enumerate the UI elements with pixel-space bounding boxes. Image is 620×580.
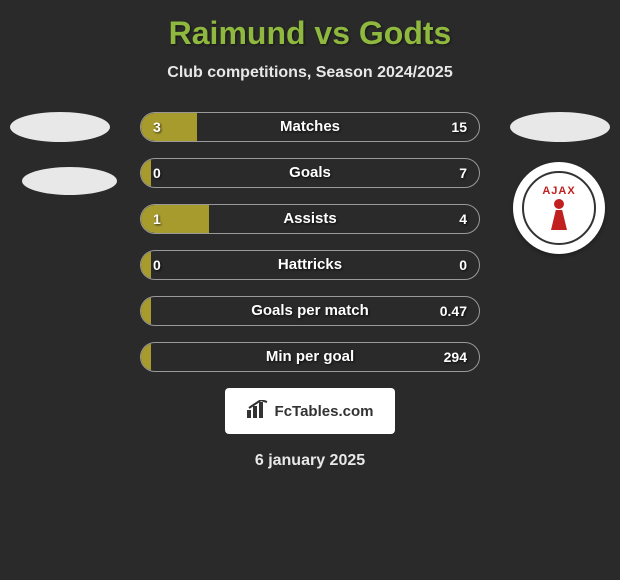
stat-row: 0Hattricks0: [140, 250, 480, 280]
stats-block: 3Matches150Goals71Assists40Hattricks0Goa…: [140, 112, 480, 372]
ajax-figure-icon: [547, 199, 571, 231]
player-left-club-placeholder: [22, 167, 117, 195]
chart-icon: [247, 400, 269, 423]
player-left-avatar-placeholder: [10, 112, 110, 142]
stat-value-right: 4: [459, 205, 467, 233]
stat-label: Goals: [141, 159, 479, 187]
stat-label: Assists: [141, 205, 479, 233]
page-title: Raimund vs Godts: [0, 15, 620, 52]
infographic-container: Raimund vs Godts Club competitions, Seas…: [0, 0, 620, 580]
stat-value-right: 7: [459, 159, 467, 187]
stat-value-right: 294: [444, 343, 467, 371]
stat-label: Min per goal: [141, 343, 479, 371]
branding-badge: FcTables.com: [225, 388, 395, 434]
stat-row: Goals per match0.47: [140, 296, 480, 326]
stat-row: 3Matches15: [140, 112, 480, 142]
ajax-badge-icon: AJAX: [522, 171, 596, 245]
stat-label: Hattricks: [141, 251, 479, 279]
stat-row: 0Goals7: [140, 158, 480, 188]
stat-row: 1Assists4: [140, 204, 480, 234]
date-text: 6 january 2025: [0, 452, 620, 470]
stat-label: Matches: [141, 113, 479, 141]
stat-row: Min per goal294: [140, 342, 480, 372]
player-right-avatar-placeholder: [510, 112, 610, 142]
player-right-club-badge: AJAX: [513, 162, 605, 254]
comparison-area: AJAX 3Matches150Goals71Assists40Hattrick…: [0, 112, 620, 372]
ajax-badge-text: AJAX: [542, 185, 575, 197]
stat-value-right: 15: [451, 113, 467, 141]
subtitle: Club competitions, Season 2024/2025: [0, 64, 620, 82]
stat-label: Goals per match: [141, 297, 479, 325]
stat-value-right: 0: [459, 251, 467, 279]
stat-value-right: 0.47: [440, 297, 467, 325]
branding-text: FcTables.com: [275, 403, 374, 420]
